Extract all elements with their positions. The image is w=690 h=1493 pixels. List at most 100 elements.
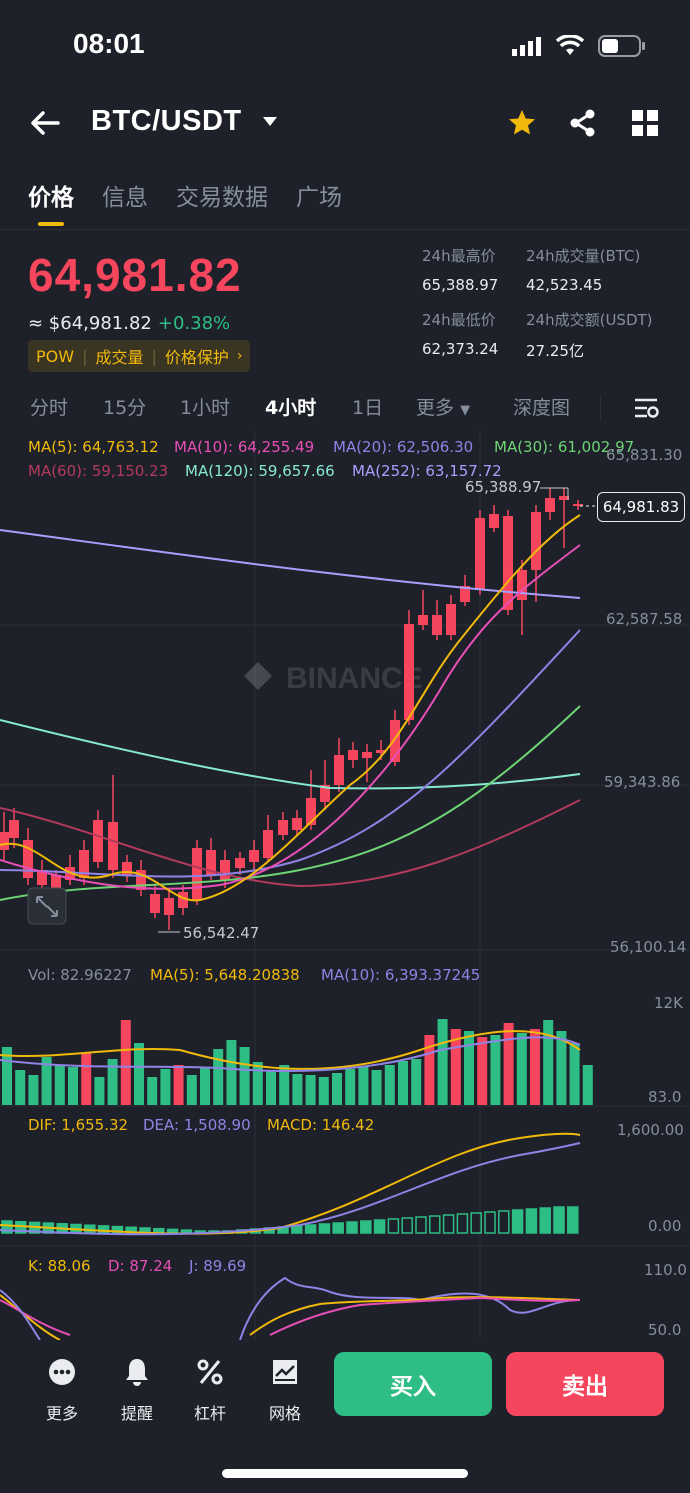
macd-histogram-bar bbox=[1, 1220, 13, 1234]
volume-bar bbox=[398, 1061, 408, 1105]
kdj-d-line bbox=[0, 1299, 71, 1336]
interval-line[interactable]: 分时 bbox=[30, 397, 69, 419]
grid-trading-button[interactable]: 网格 bbox=[255, 1354, 315, 1424]
kdj-j-line bbox=[239, 1276, 581, 1340]
tag-volume[interactable]: 成交量 bbox=[95, 348, 144, 367]
interval-15m[interactable]: 15分 bbox=[103, 397, 147, 419]
interval-more[interactable]: 更多 ▼ bbox=[416, 397, 471, 419]
candle-body bbox=[432, 615, 442, 635]
candle-body bbox=[235, 858, 245, 868]
last-price: 64,981.82 bbox=[28, 249, 242, 301]
ma30-label: MA(30): 61,002.97 bbox=[494, 438, 635, 456]
more-button[interactable]: 更多 bbox=[32, 1354, 92, 1424]
tag-pow[interactable]: POW bbox=[36, 346, 75, 366]
tag-price-protection[interactable]: 价格保护 bbox=[164, 348, 229, 367]
ma60-label: MA(60): 59,150.23 bbox=[28, 462, 169, 480]
volume-bar bbox=[490, 1035, 501, 1105]
kdj-k-label: K: 88.06 bbox=[28, 1257, 91, 1275]
macd-histogram-bar bbox=[511, 1209, 524, 1234]
vol-ma10-label: MA(10): 6,393.37245 bbox=[321, 966, 481, 984]
volume-bar bbox=[477, 1037, 488, 1105]
macd-axis-zero: 0.00 bbox=[648, 1217, 682, 1235]
candle-body bbox=[531, 512, 541, 570]
candle-body bbox=[306, 798, 316, 825]
candle-body bbox=[517, 570, 527, 600]
candle-body bbox=[292, 818, 302, 830]
dif-line bbox=[0, 1132, 581, 1235]
interval-1h[interactable]: 1小时 bbox=[180, 397, 231, 419]
leverage-button[interactable]: 杠杆 bbox=[180, 1354, 240, 1424]
favorite-star-icon[interactable] bbox=[507, 108, 537, 138]
ma252-label: MA(252): 63,157.72 bbox=[352, 462, 502, 480]
macd-histogram-bar bbox=[373, 1219, 386, 1234]
macd-histogram-bar bbox=[484, 1211, 496, 1234]
kdj-j-line bbox=[0, 1289, 41, 1340]
vol-ma5-label: MA(5): 5,648.20838 bbox=[150, 966, 300, 984]
interval-1d[interactable]: 1日 bbox=[352, 397, 384, 419]
kdj-axis-bottom: 50.0 bbox=[648, 1321, 682, 1339]
caret-down-icon: ▼ bbox=[460, 403, 471, 418]
volume-bar bbox=[411, 1059, 422, 1105]
status-bar: 08:01 bbox=[0, 0, 690, 90]
chart-settings-icon[interactable] bbox=[633, 396, 659, 420]
alert-button[interactable]: 提醒 bbox=[107, 1354, 167, 1424]
candle-body bbox=[278, 820, 288, 835]
volume-bar bbox=[345, 1069, 356, 1105]
candle-body bbox=[390, 720, 400, 762]
candle-body bbox=[79, 850, 89, 878]
share-icon[interactable] bbox=[568, 108, 598, 138]
fiat-price-row: ≈ $64,981.82 +0.38% bbox=[28, 313, 230, 334]
volume-bar bbox=[68, 1067, 78, 1105]
candle-body bbox=[220, 860, 230, 880]
macd-histogram-bar bbox=[111, 1225, 124, 1234]
volume-bar bbox=[120, 1020, 131, 1105]
candle-body bbox=[37, 870, 47, 885]
buy-button[interactable]: 买入 bbox=[334, 1352, 492, 1416]
tab-price[interactable]: 价格 bbox=[28, 178, 74, 226]
macd-axis-top: 1,600.00 bbox=[617, 1121, 684, 1139]
interval-4h[interactable]: 4小时 bbox=[265, 397, 317, 419]
pair-title[interactable]: BTC/USDT bbox=[91, 105, 242, 137]
tag-bar[interactable]: POW | 成交量 | 价格保护 › bbox=[28, 340, 251, 372]
kline-chart[interactable]: BINANCE MA(5): 64,763.12 MA(10): 64,255.… bbox=[0, 430, 690, 1340]
volume-bar bbox=[28, 1075, 39, 1105]
depth-chart-tab[interactable]: 深度图 bbox=[513, 397, 571, 419]
kdj-d-line bbox=[269, 1296, 581, 1336]
kdj-d-label: D: 87.24 bbox=[108, 1257, 173, 1275]
volume-bar bbox=[516, 1033, 527, 1105]
candle-body bbox=[249, 850, 259, 862]
fiat-price: ≈ $64,981.82 bbox=[28, 313, 152, 334]
macd-histogram-bar bbox=[456, 1213, 469, 1234]
candle-body bbox=[0, 832, 9, 850]
volume-bar bbox=[332, 1073, 342, 1105]
candle-body bbox=[334, 755, 344, 785]
volume-bar bbox=[160, 1069, 171, 1105]
sell-button[interactable]: 卖出 bbox=[506, 1352, 664, 1416]
caret-down-icon[interactable] bbox=[262, 116, 278, 128]
status-time: 08:01 bbox=[73, 28, 145, 59]
tab-trading-data[interactable]: 交易数据 bbox=[176, 185, 268, 211]
last-price-tag: 64,981.83 bbox=[597, 492, 685, 522]
candle-body bbox=[206, 850, 216, 875]
candle-body bbox=[503, 516, 513, 610]
volume-bar bbox=[252, 1062, 263, 1105]
kdj-k-line bbox=[249, 1296, 581, 1336]
ma20-line bbox=[0, 629, 581, 878]
candle-body bbox=[164, 898, 174, 915]
ma252-line bbox=[0, 529, 581, 599]
dea-label: DEA: 1,508.90 bbox=[143, 1116, 251, 1134]
candle-body bbox=[150, 894, 160, 913]
layout-grid-icon[interactable] bbox=[632, 110, 658, 136]
volume-bar bbox=[530, 1029, 540, 1105]
tab-square[interactable]: 广场 bbox=[296, 185, 342, 211]
dea-line bbox=[0, 1142, 581, 1236]
candle-body bbox=[122, 862, 132, 875]
volume-bar bbox=[226, 1040, 237, 1105]
volume-bar bbox=[107, 1059, 118, 1105]
kline-canvas[interactable]: BINANCE bbox=[0, 430, 690, 1340]
back-arrow-icon[interactable] bbox=[28, 108, 62, 138]
tab-info[interactable]: 信息 bbox=[102, 185, 148, 211]
candle-body bbox=[460, 586, 470, 602]
ma120-line bbox=[0, 719, 581, 790]
macd-histogram-bar bbox=[429, 1215, 441, 1234]
